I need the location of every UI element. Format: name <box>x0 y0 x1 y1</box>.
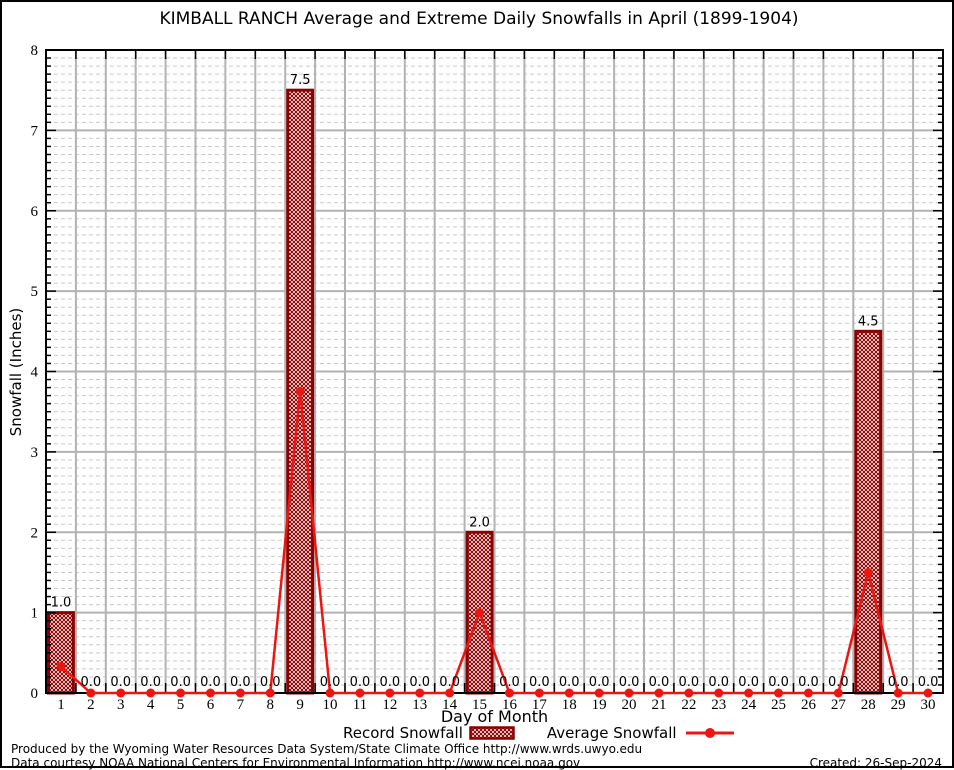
svg-text:0.0: 0.0 <box>380 675 401 690</box>
chart-title: KIMBALL RANCH Average and Extreme Daily … <box>159 9 799 29</box>
svg-text:12: 12 <box>382 697 397 713</box>
svg-text:0.0: 0.0 <box>499 675 520 690</box>
footer-data-courtesy: Data courtesy NOAA National Centers for … <box>11 756 581 770</box>
svg-text:4: 4 <box>31 365 39 381</box>
footer-produced-by: Produced by the Wyoming Water Resources … <box>11 742 643 756</box>
svg-text:0.0: 0.0 <box>798 675 819 690</box>
svg-text:10: 10 <box>323 697 338 713</box>
svg-text:27: 27 <box>831 697 847 713</box>
svg-text:23: 23 <box>711 697 726 713</box>
svg-text:7: 7 <box>237 697 245 713</box>
svg-text:25: 25 <box>771 697 786 713</box>
record-snowfall-swatch-icon <box>469 726 515 740</box>
svg-text:3: 3 <box>31 445 39 461</box>
svg-text:14: 14 <box>442 697 458 713</box>
svg-text:11: 11 <box>353 697 367 713</box>
legend-record-snowfall-label: Record Snowfall <box>343 724 463 742</box>
svg-text:19: 19 <box>592 697 607 713</box>
svg-text:0.0: 0.0 <box>439 675 460 690</box>
svg-text:28: 28 <box>861 697 876 713</box>
svg-text:7: 7 <box>31 123 39 139</box>
svg-text:0.0: 0.0 <box>81 675 102 690</box>
svg-text:20: 20 <box>622 697 637 713</box>
svg-text:0.0: 0.0 <box>738 675 759 690</box>
legend-average-snowfall-label: Average Snowfall <box>546 724 677 742</box>
svg-text:22: 22 <box>681 697 696 713</box>
svg-text:30: 30 <box>921 697 936 713</box>
x-axis-label: Day of Month <box>440 707 549 726</box>
svg-text:0: 0 <box>31 686 39 702</box>
svg-text:2: 2 <box>87 697 95 713</box>
svg-text:0.0: 0.0 <box>200 675 221 690</box>
svg-text:26: 26 <box>801 697 817 713</box>
svg-text:7.5: 7.5 <box>290 73 311 88</box>
svg-text:1: 1 <box>57 697 65 713</box>
svg-text:6: 6 <box>31 204 39 220</box>
svg-text:0.0: 0.0 <box>619 675 640 690</box>
svg-text:29: 29 <box>891 697 906 713</box>
svg-text:0.0: 0.0 <box>708 675 729 690</box>
svg-text:0.0: 0.0 <box>589 675 610 690</box>
svg-text:3: 3 <box>117 697 125 713</box>
svg-text:2.0: 2.0 <box>469 515 490 530</box>
svg-text:9: 9 <box>296 697 304 713</box>
svg-text:0.0: 0.0 <box>320 675 341 690</box>
svg-text:5: 5 <box>177 697 185 713</box>
average-snowfall-line-icon <box>685 728 734 738</box>
svg-text:13: 13 <box>412 697 427 713</box>
footer-created-date: Created: 26-Sep-2024 <box>809 756 942 770</box>
svg-text:18: 18 <box>562 697 577 713</box>
svg-text:4.5: 4.5 <box>858 314 879 329</box>
svg-text:6: 6 <box>207 697 215 713</box>
svg-text:15: 15 <box>472 697 487 713</box>
svg-text:8: 8 <box>267 697 275 713</box>
svg-text:0.0: 0.0 <box>679 675 700 690</box>
legend: Record Snowfall Average Snowfall <box>343 724 735 742</box>
svg-text:4: 4 <box>147 697 155 713</box>
svg-text:0.0: 0.0 <box>529 675 550 690</box>
svg-text:0.0: 0.0 <box>110 675 131 690</box>
svg-text:0.0: 0.0 <box>828 675 849 690</box>
svg-text:1.0: 1.0 <box>51 596 72 611</box>
svg-text:17: 17 <box>532 697 548 713</box>
svg-text:0.0: 0.0 <box>140 675 161 690</box>
svg-text:24: 24 <box>741 697 757 713</box>
svg-text:0.0: 0.0 <box>260 675 281 690</box>
svg-text:1: 1 <box>31 606 39 622</box>
svg-text:0.0: 0.0 <box>649 675 670 690</box>
svg-text:21: 21 <box>651 697 666 713</box>
svg-text:0.0: 0.0 <box>559 675 580 690</box>
svg-text:0.0: 0.0 <box>918 675 939 690</box>
svg-text:0.0: 0.0 <box>170 675 191 690</box>
svg-text:0.0: 0.0 <box>888 675 909 690</box>
svg-text:8: 8 <box>31 43 39 59</box>
svg-text:16: 16 <box>502 697 518 713</box>
svg-text:0.0: 0.0 <box>768 675 789 690</box>
svg-text:0.0: 0.0 <box>230 675 251 690</box>
svg-text:0.0: 0.0 <box>350 675 371 690</box>
svg-text:5: 5 <box>31 284 39 300</box>
svg-text:0.0: 0.0 <box>409 675 430 690</box>
svg-text:2: 2 <box>31 525 39 541</box>
